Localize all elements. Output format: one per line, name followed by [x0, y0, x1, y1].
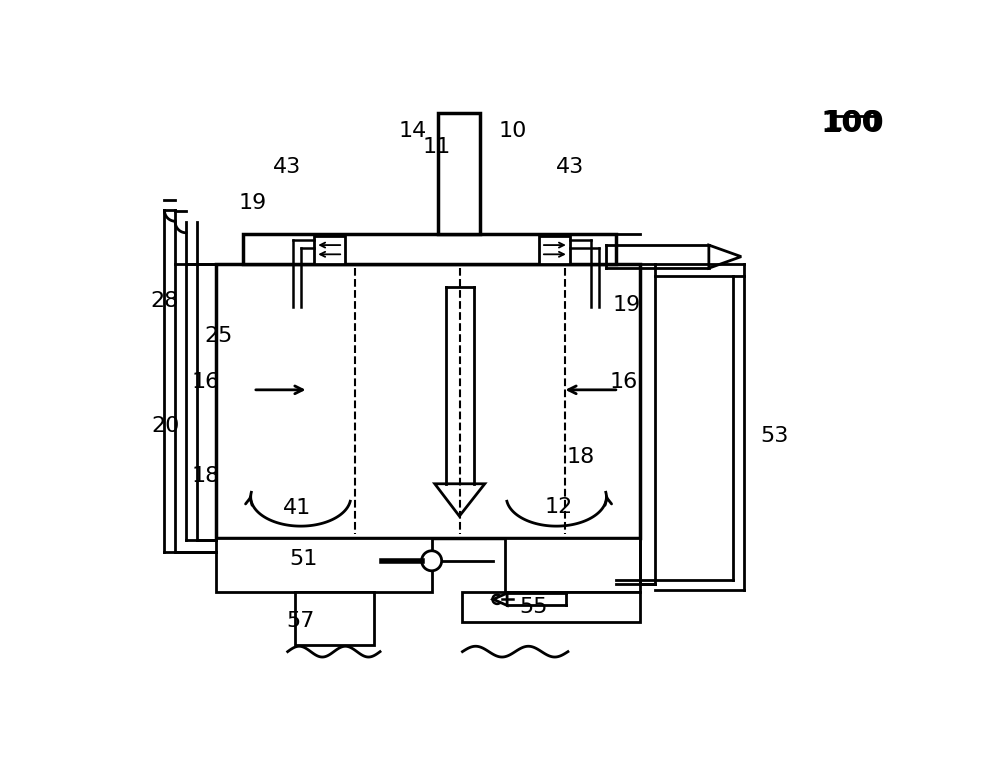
Text: 100: 100 — [821, 109, 885, 138]
Text: 28: 28 — [150, 291, 179, 310]
Bar — [505, 537, 640, 591]
Bar — [243, 234, 616, 264]
Text: 10: 10 — [498, 121, 527, 141]
Text: 18: 18 — [566, 447, 594, 467]
Text: 25: 25 — [204, 326, 233, 346]
Text: 20: 20 — [152, 416, 180, 436]
Text: 57: 57 — [287, 611, 315, 631]
Text: 53: 53 — [760, 426, 788, 446]
Text: 18: 18 — [192, 466, 220, 486]
Polygon shape — [435, 483, 485, 516]
Circle shape — [492, 594, 502, 604]
Text: 43: 43 — [273, 156, 301, 177]
Text: 41: 41 — [283, 499, 311, 518]
Bar — [539, 236, 570, 264]
Text: 43: 43 — [556, 156, 584, 177]
Text: 14: 14 — [398, 121, 427, 141]
Bar — [314, 236, 345, 264]
Bar — [462, 591, 640, 622]
Text: 16: 16 — [192, 372, 220, 392]
Text: 100: 100 — [824, 109, 882, 137]
Text: 55: 55 — [519, 597, 548, 617]
Bar — [216, 537, 432, 591]
Text: 12: 12 — [545, 497, 573, 517]
Bar — [216, 264, 640, 537]
Polygon shape — [709, 245, 741, 268]
Polygon shape — [493, 593, 507, 606]
Circle shape — [422, 551, 442, 571]
Text: 16: 16 — [610, 372, 638, 392]
Bar — [438, 112, 480, 234]
Text: 11: 11 — [423, 137, 451, 156]
Text: 19: 19 — [238, 193, 266, 213]
Bar — [295, 591, 374, 645]
Text: 19: 19 — [612, 295, 641, 315]
Text: 51: 51 — [289, 550, 317, 569]
